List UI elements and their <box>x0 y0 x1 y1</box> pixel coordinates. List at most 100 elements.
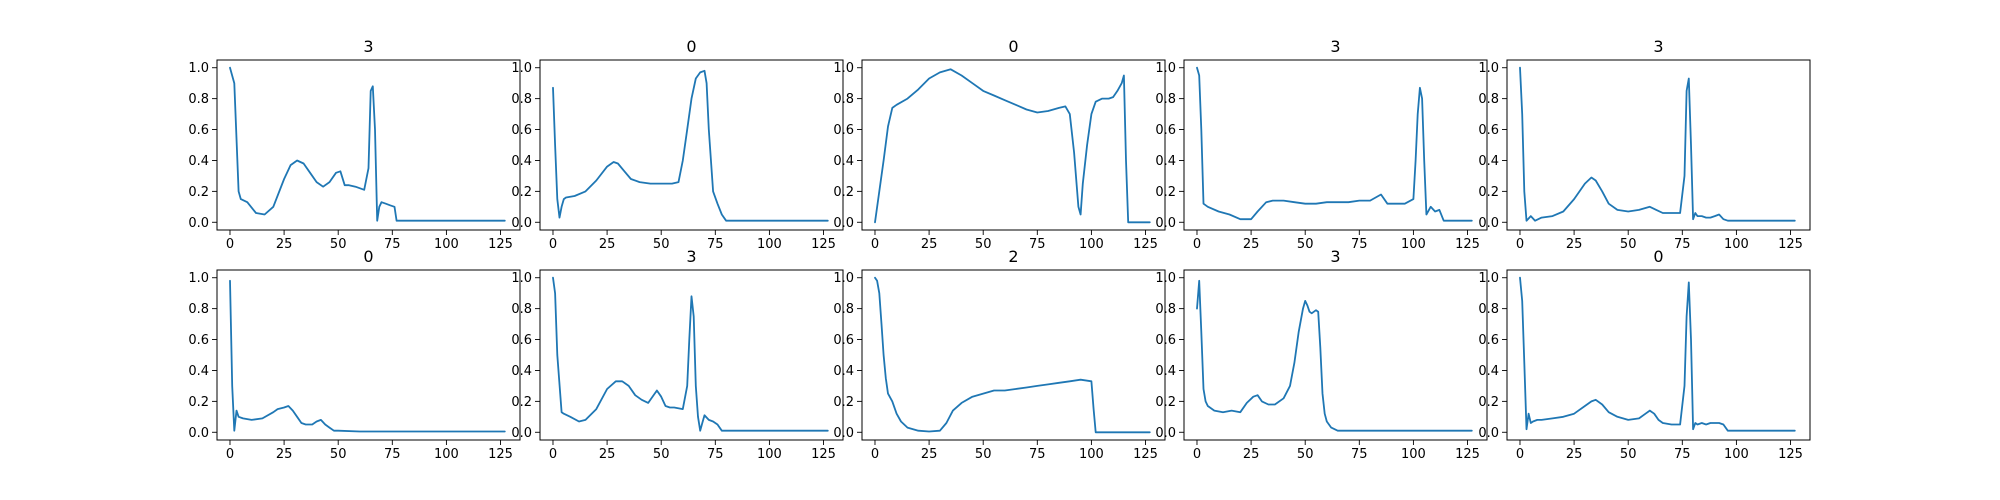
x-tick-label: 75 <box>1351 447 1368 462</box>
y-tick-label: 0.2 <box>1478 395 1499 410</box>
x-tick-label: 125 <box>1455 447 1480 462</box>
y-tick-label: 0.8 <box>1155 302 1176 317</box>
x-tick-label: 25 <box>599 237 616 252</box>
y-tick-label: 0.0 <box>833 426 854 441</box>
y-tick-label: 0.4 <box>833 364 854 379</box>
x-tick-label: 50 <box>653 237 670 252</box>
x-tick-label: 100 <box>1401 237 1426 252</box>
x-tick-label: 0 <box>226 237 234 252</box>
x-tick-label: 0 <box>871 447 879 462</box>
subplot-title: 3 <box>1330 37 1340 56</box>
y-tick-label: 0.6 <box>1155 123 1176 138</box>
y-tick-label: 0.6 <box>188 333 209 348</box>
x-tick-label: 50 <box>975 447 992 462</box>
subplot-6: 0 0 25 50 75 100 125 0.0 0.2 0.4 0.6 0.8 1.0 <box>188 247 521 462</box>
subplot-4: 3 0 25 50 75 100 125 0.0 0.2 0.4 0.6 0.8 1.0 <box>1155 37 1488 252</box>
series-line <box>874 276 1151 434</box>
y-tick-label: 0.6 <box>511 123 532 138</box>
series-line <box>552 69 829 222</box>
y-tick-label: 0.4 <box>511 364 532 379</box>
x-tick-label: 0 <box>871 237 879 252</box>
series-line <box>229 66 506 222</box>
y-tick-label: 0.8 <box>833 302 854 317</box>
y-tick-label: 1.0 <box>1478 271 1499 286</box>
subplot-5: 3 0 25 50 75 100 125 0.0 0.2 0.4 0.6 0.8 1.0 <box>1478 37 1811 252</box>
y-tick-label: 0.4 <box>188 154 209 169</box>
x-tick-label: 75 <box>1674 447 1691 462</box>
axes-frame <box>216 269 521 441</box>
x-tick-label: 125 <box>811 447 836 462</box>
x-tick-label: 75 <box>707 447 724 462</box>
y-tick-label: 0.2 <box>833 185 854 200</box>
x-tick-label: 100 <box>1079 447 1104 462</box>
y-tick-label: 0.6 <box>1155 333 1176 348</box>
x-tick-label: 100 <box>757 237 782 252</box>
y-tick-label: 0.0 <box>1478 426 1499 441</box>
y-tick-label: 0.0 <box>1155 426 1176 441</box>
subplot-title: 0 <box>363 247 373 266</box>
x-tick-label: 50 <box>330 237 347 252</box>
x-tick-label: 50 <box>1620 237 1637 252</box>
x-tick-label: 75 <box>1351 237 1368 252</box>
subplot-1: 3 0 25 50 75 100 125 0.0 0.2 0.4 0.6 0.8 1.0 <box>188 37 521 252</box>
x-tick-label: 0 <box>1516 447 1524 462</box>
x-tick-label: 25 <box>276 447 293 462</box>
x-tick-label: 25 <box>276 237 293 252</box>
y-tick-label: 0.8 <box>1478 302 1499 317</box>
x-tick-label: 25 <box>1566 447 1583 462</box>
axes-frame <box>861 269 1166 441</box>
y-tick-label: 1.0 <box>833 271 854 286</box>
subplot-10: 0 0 25 50 75 100 125 0.0 0.2 0.4 0.6 0.8 1.0 <box>1478 247 1811 462</box>
y-tick-label: 1.0 <box>188 61 209 76</box>
x-tick-label: 75 <box>1029 237 1046 252</box>
y-tick-label: 0.8 <box>1478 92 1499 107</box>
series-line <box>874 68 1151 224</box>
y-tick-label: 0.2 <box>511 185 532 200</box>
y-tick-label: 0.6 <box>833 123 854 138</box>
subplot-title: 2 <box>1008 247 1018 266</box>
axes-frame <box>861 59 1166 231</box>
y-tick-label: 0.0 <box>511 216 532 231</box>
x-tick-label: 50 <box>653 447 670 462</box>
y-tick-label: 0.2 <box>511 395 532 410</box>
x-tick-label: 100 <box>1724 237 1749 252</box>
y-tick-label: 0.6 <box>1478 123 1499 138</box>
y-tick-label: 0.6 <box>833 333 854 348</box>
y-tick-label: 0.0 <box>188 216 209 231</box>
axes-frame <box>1183 59 1488 231</box>
x-tick-label: 100 <box>1079 237 1104 252</box>
x-tick-label: 125 <box>1455 237 1480 252</box>
x-tick-label: 100 <box>757 447 782 462</box>
series-line <box>1196 279 1473 432</box>
series-line <box>552 276 829 432</box>
axes-frame <box>1183 269 1488 441</box>
y-tick-label: 0.0 <box>511 426 532 441</box>
subplot-2: 0 0 25 50 75 100 125 0.0 0.2 0.4 0.6 0.8 1.0 <box>511 37 844 252</box>
x-tick-label: 75 <box>384 237 401 252</box>
y-tick-label: 0.4 <box>1155 364 1176 379</box>
x-tick-label: 100 <box>1724 447 1749 462</box>
x-tick-label: 0 <box>1193 447 1201 462</box>
subplot-9: 3 0 25 50 75 100 125 0.0 0.2 0.4 0.6 0.8 1.0 <box>1155 247 1488 462</box>
x-tick-label: 25 <box>1243 447 1260 462</box>
y-tick-label: 0.0 <box>833 216 854 231</box>
subplot-title: 3 <box>686 247 696 266</box>
x-tick-label: 50 <box>975 237 992 252</box>
y-tick-label: 0.4 <box>1155 154 1176 169</box>
axes-frame <box>539 59 844 231</box>
series-line <box>1196 66 1473 222</box>
x-tick-label: 100 <box>1401 447 1426 462</box>
y-tick-label: 0.6 <box>511 333 532 348</box>
subplot-title: 3 <box>1653 37 1663 56</box>
x-tick-label: 0 <box>1516 237 1524 252</box>
x-tick-label: 50 <box>330 447 347 462</box>
x-tick-label: 100 <box>434 447 459 462</box>
x-tick-label: 0 <box>549 447 557 462</box>
y-tick-label: 1.0 <box>1155 61 1176 76</box>
y-tick-label: 1.0 <box>511 271 532 286</box>
axes-frame <box>1506 269 1811 441</box>
y-tick-label: 0.4 <box>1478 154 1499 169</box>
x-tick-label: 75 <box>1674 237 1691 252</box>
y-tick-label: 0.2 <box>188 395 209 410</box>
y-tick-label: 1.0 <box>511 61 532 76</box>
